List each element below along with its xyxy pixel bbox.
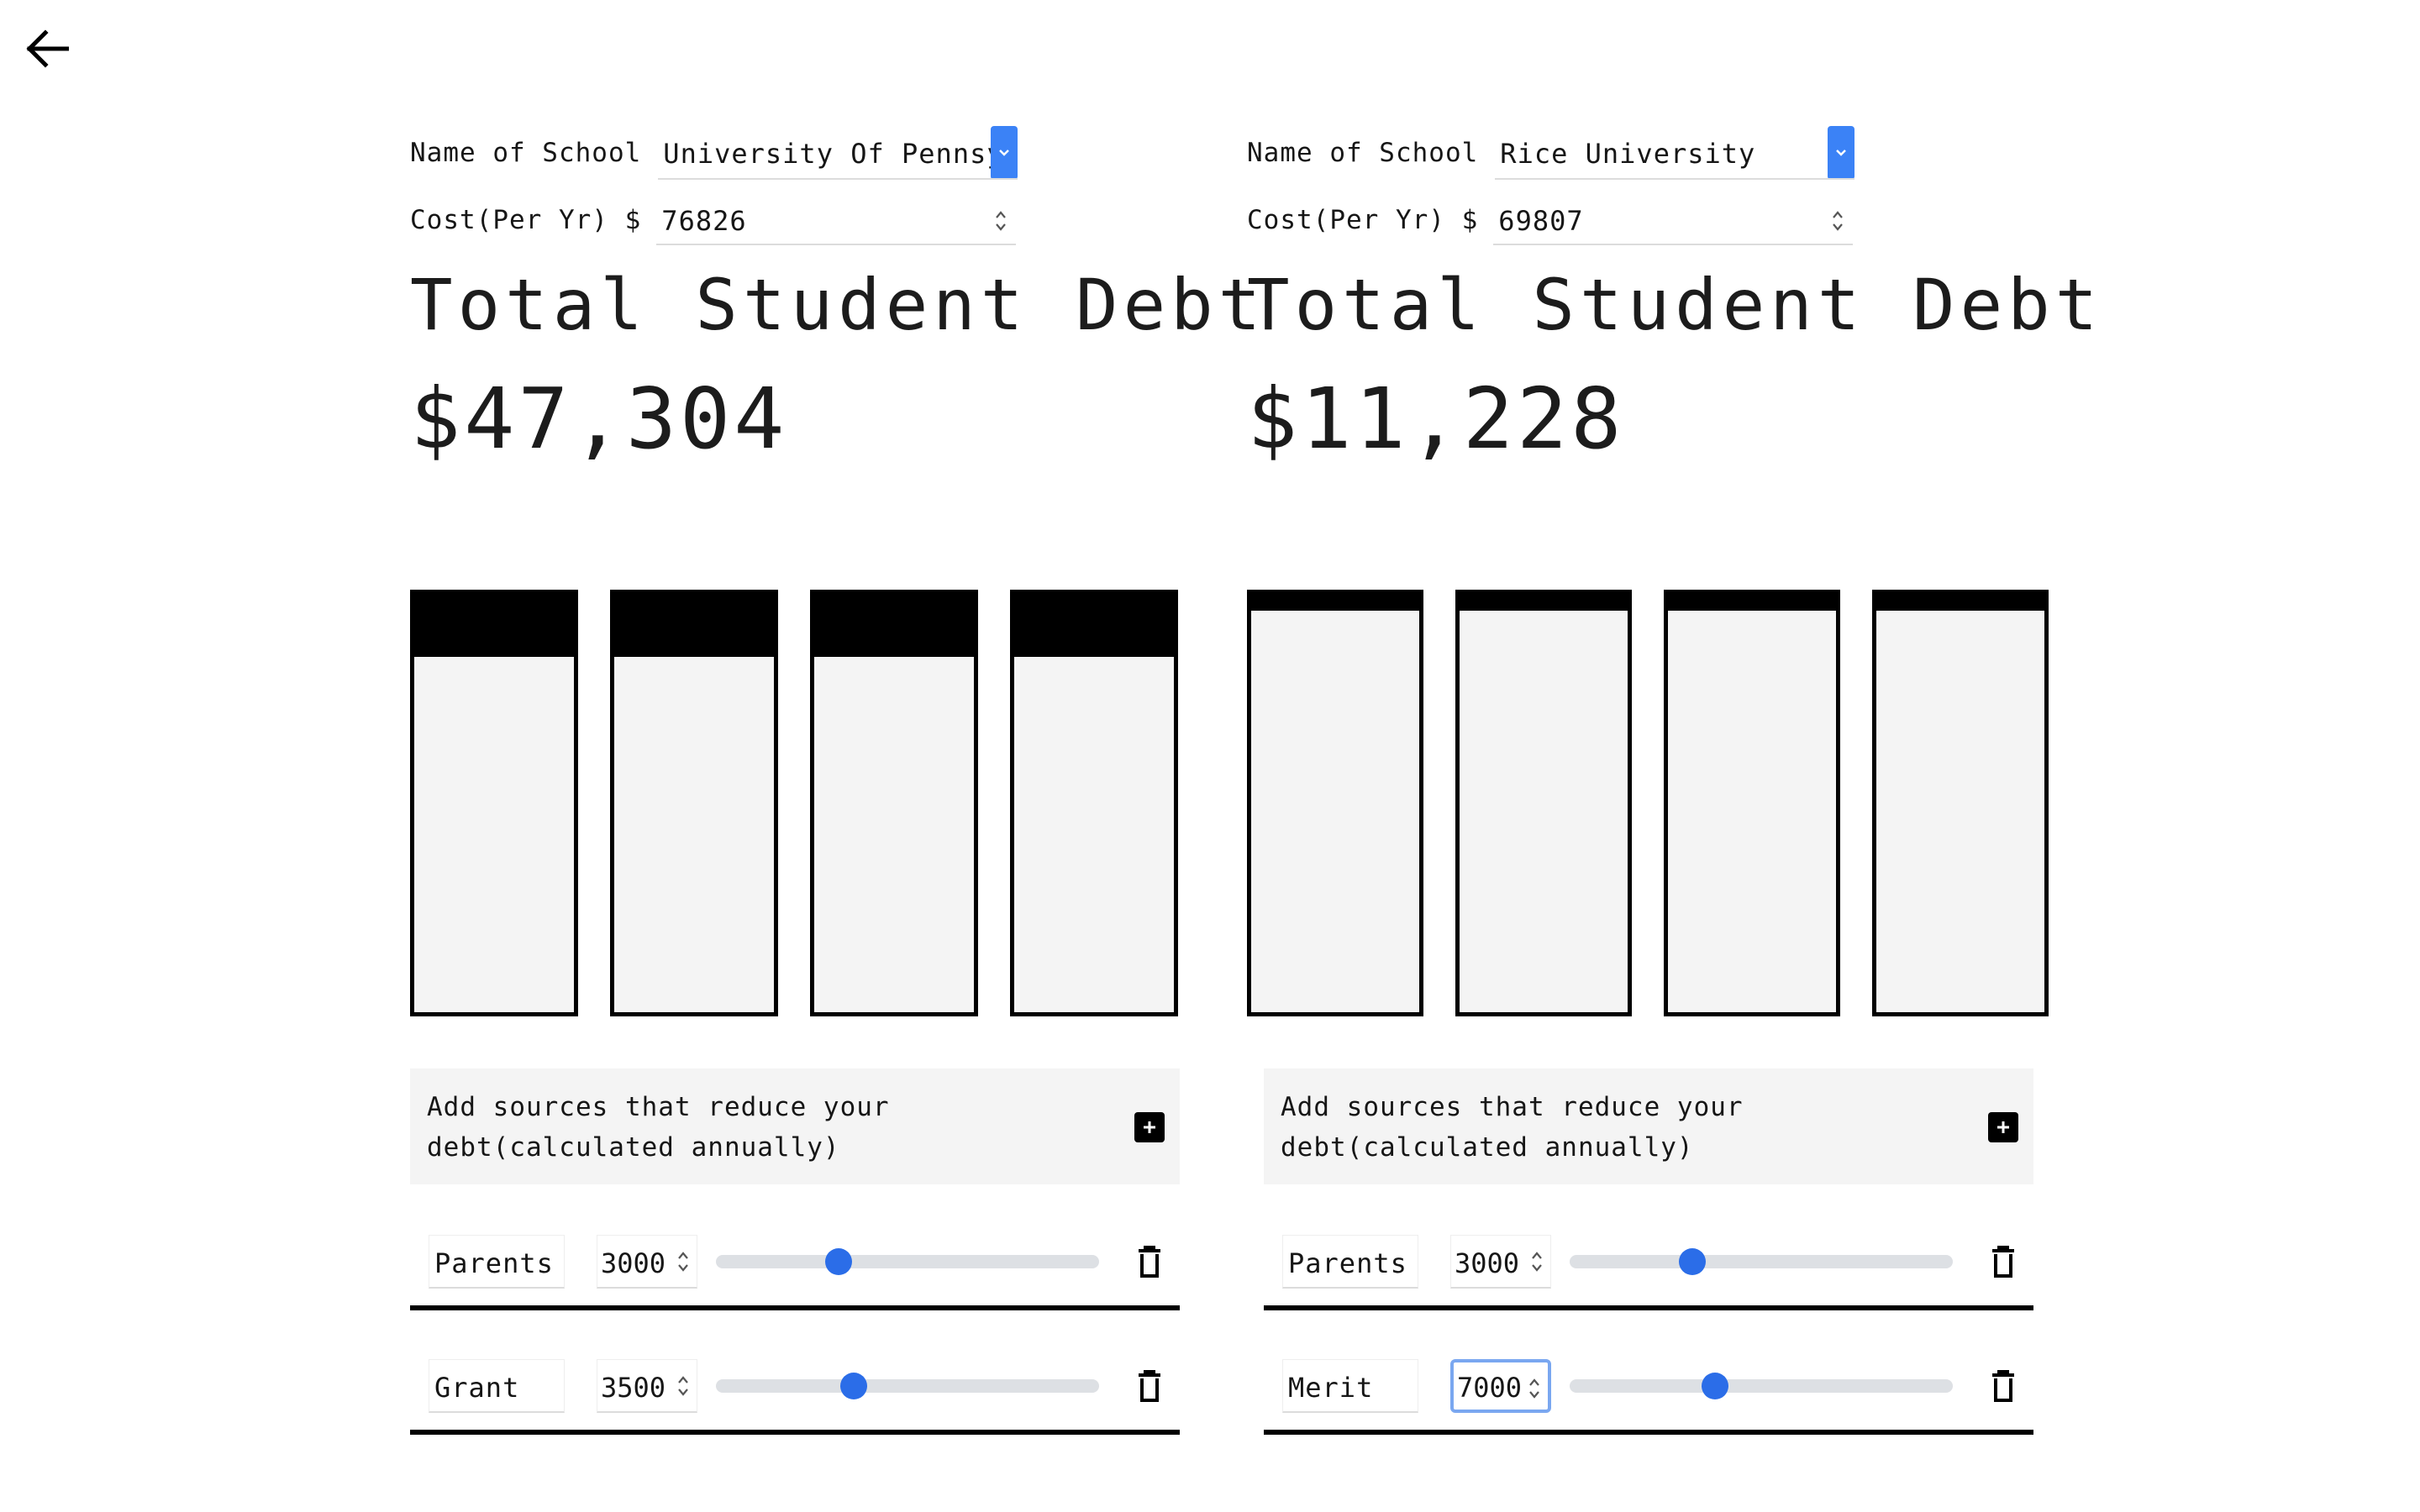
bar-debt-fill [1014, 594, 1174, 657]
school-select[interactable]: University Of Pennsylvania [658, 126, 1018, 180]
cost-row: Cost(Per Yr) $ 69807 [1247, 193, 2037, 247]
cost-input[interactable]: 76826 [656, 195, 1017, 245]
source-name-input[interactable]: Parents [1282, 1235, 1418, 1289]
source-amount-value: 3500 [601, 1372, 666, 1404]
source-amount-value: 3000 [601, 1247, 666, 1279]
slider-knob[interactable] [1678, 1248, 1706, 1275]
debt-title: Total Student Debt [410, 264, 1266, 346]
stepper-icon[interactable] [675, 1373, 692, 1399]
cost-label: Cost(Per Yr) $ [1247, 205, 1479, 235]
add-sources-text: Add sources that reduce your debt(calcul… [427, 1092, 890, 1163]
source-row: Merit 7000 [1264, 1341, 2033, 1435]
source-slider[interactable] [1570, 1373, 1953, 1399]
source-row: Parents 3000 [410, 1216, 1180, 1310]
bar-debt-fill [1460, 594, 1628, 611]
year-bar [810, 590, 978, 1016]
debt-amount: $47,304 [410, 370, 788, 468]
cost-value: 69807 [1498, 205, 1584, 237]
year-bar [1247, 590, 1423, 1016]
bar-debt-fill [414, 594, 574, 657]
school-label: Name of School [410, 138, 642, 168]
source-amount-input[interactable]: 7000 [1450, 1359, 1551, 1413]
school-label: Name of School [1247, 138, 1479, 168]
debt-title: Total Student Debt [1247, 264, 2103, 346]
plus-icon [1997, 1121, 2009, 1133]
year-bar [1664, 590, 1840, 1016]
school-row: Name of School Rice University [1247, 126, 2037, 180]
trash-icon[interactable] [1136, 1369, 1163, 1403]
slider-knob[interactable] [1702, 1373, 1729, 1399]
source-row: Parents 3000 [1264, 1216, 2033, 1310]
school-select[interactable]: Rice University [1495, 126, 1855, 180]
stepper-icon[interactable] [992, 208, 1009, 234]
school-select-value: University Of Pennsylvania [663, 138, 991, 170]
stepper-icon[interactable] [1829, 208, 1846, 234]
bar-debt-fill [1876, 594, 2044, 611]
year-bar [1455, 590, 1632, 1016]
add-sources-panel: Add sources that reduce your debt(calcul… [1264, 1068, 2033, 1184]
plus-icon [1144, 1121, 1155, 1133]
year-bars-1 [410, 590, 1178, 1016]
source-amount-input[interactable]: 3000 [1450, 1235, 1551, 1289]
year-bar [610, 590, 778, 1016]
source-slider[interactable] [1570, 1248, 1953, 1275]
source-name-input[interactable]: Grant [429, 1359, 565, 1413]
debt-amount: $11,228 [1247, 370, 1625, 468]
source-name-input[interactable]: Parents [429, 1235, 565, 1289]
year-bars-2 [1247, 590, 2049, 1016]
add-source-button[interactable] [1988, 1112, 2018, 1142]
year-bar [1872, 590, 2049, 1016]
source-amount-input[interactable]: 3500 [597, 1359, 697, 1413]
cost-value: 76826 [661, 205, 747, 237]
cost-row: Cost(Per Yr) $ 76826 [410, 193, 1200, 247]
source-amount-value: 3000 [1455, 1247, 1520, 1279]
add-sources-text: Add sources that reduce your debt(calcul… [1281, 1092, 1744, 1163]
year-bar [1010, 590, 1178, 1016]
bar-debt-fill [1668, 594, 1836, 611]
add-source-button[interactable] [1134, 1112, 1165, 1142]
trash-icon[interactable] [1990, 1369, 2017, 1403]
bar-debt-fill [814, 594, 974, 657]
stepper-icon[interactable] [675, 1249, 692, 1274]
source-amount-input[interactable]: 3000 [597, 1235, 697, 1289]
trash-icon[interactable] [1136, 1245, 1163, 1278]
slider-knob[interactable] [824, 1248, 852, 1275]
source-slider[interactable] [716, 1248, 1099, 1275]
school-column-1: Name of School University Of Pennsylvani… [410, 126, 1266, 468]
cost-label: Cost(Per Yr) $ [410, 205, 642, 235]
source-name-input[interactable]: Merit [1282, 1359, 1418, 1413]
stepper-icon[interactable] [1526, 1376, 1543, 1401]
source-slider[interactable] [716, 1373, 1099, 1399]
add-sources-panel: Add sources that reduce your debt(calcul… [410, 1068, 1180, 1184]
cost-input[interactable]: 69807 [1493, 195, 1854, 245]
source-row: Grant 3500 [410, 1341, 1180, 1435]
bar-debt-fill [614, 594, 774, 657]
bar-debt-fill [1251, 594, 1419, 611]
trash-icon[interactable] [1990, 1245, 2017, 1278]
arrow-left-icon [26, 29, 69, 68]
school-select-value: Rice University [1500, 138, 1756, 170]
chevron-down-icon[interactable] [1828, 126, 1855, 178]
source-amount-value: 7000 [1457, 1372, 1523, 1404]
stepper-icon[interactable] [1528, 1249, 1545, 1274]
school-row: Name of School University Of Pennsylvani… [410, 126, 1200, 180]
slider-knob[interactable] [840, 1373, 868, 1399]
back-button[interactable] [22, 24, 72, 74]
school-column-2: Name of School Rice University Cost(Per … [1247, 126, 2103, 468]
chevron-down-icon[interactable] [991, 126, 1018, 178]
year-bar [410, 590, 578, 1016]
